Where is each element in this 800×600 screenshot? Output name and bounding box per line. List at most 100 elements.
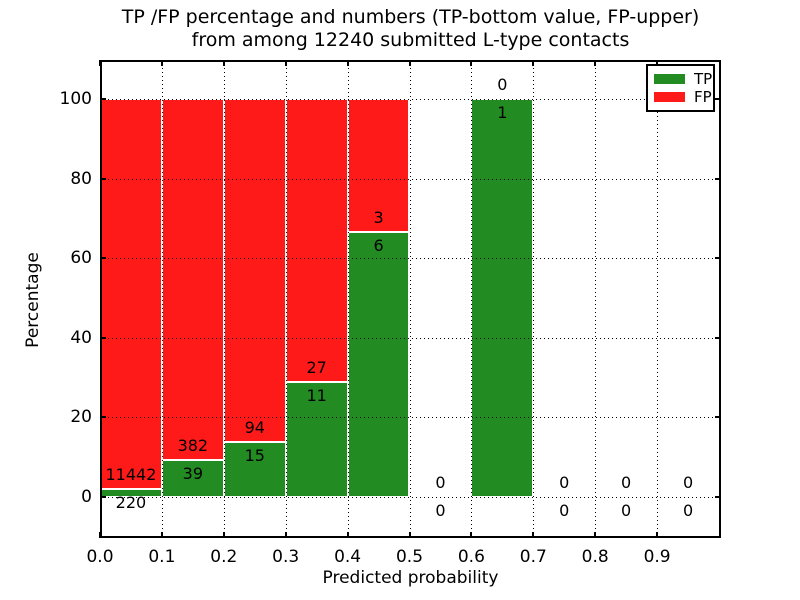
gridline-vertical (161, 60, 163, 538)
x-tick-label: 0.1 (148, 547, 176, 567)
bar-count-label-fp: 0 (559, 473, 570, 492)
bar-count-label-tp: 0 (435, 501, 446, 520)
x-tick-mark-top (222, 60, 225, 66)
x-tick-mark-top (99, 60, 101, 66)
bar-count-label-tp: 0 (559, 501, 570, 520)
bar-count-label-tp: 39 (182, 464, 204, 484)
gridline-vertical (285, 60, 287, 538)
x-tick-mark-top (532, 60, 535, 66)
chart-title: TP /FP percentage and numbers (TP-bottom… (100, 6, 721, 52)
y-tick-label: 100 (59, 89, 92, 109)
bar-count-label-tp: 1 (497, 103, 508, 122)
x-tick-mark-top (594, 60, 597, 66)
bar-count-label-tp: 6 (373, 235, 384, 255)
x-axis-label: Predicted probability (322, 568, 499, 588)
gridline-vertical (533, 60, 535, 538)
bar-count-label-tp: 15 (244, 446, 265, 466)
gridline-vertical (347, 60, 349, 538)
bar-segment-fp (100, 99, 162, 490)
legend-box: TP FP (646, 64, 715, 112)
y-tick-mark-right (715, 496, 721, 498)
x-tick-label: 0.7 (519, 547, 547, 567)
y-tick-mark-right (715, 336, 721, 339)
y-tick-mark-right (715, 177, 721, 180)
x-tick-label: 0.6 (457, 547, 485, 567)
y-tick-mark (100, 98, 106, 100)
gridline-vertical (223, 60, 225, 538)
y-tick-label: 60 (70, 248, 92, 269)
y-tick-label: 40 (70, 327, 92, 348)
bar-segment-fp (223, 99, 286, 443)
bar-count-label-fp: 27 (306, 357, 327, 377)
y-tick-mark (100, 496, 106, 498)
gridline-vertical (409, 60, 411, 538)
x-tick-label: 0.5 (395, 547, 424, 567)
x-tick-label: 0.8 (581, 547, 609, 567)
bar-segment-tp (161, 460, 224, 497)
bar-segment-fp (161, 99, 224, 461)
legend-entry-fp: FP (654, 89, 712, 105)
gridline-horizontal (100, 417, 721, 419)
bar-count-label-fp: 0 (621, 473, 632, 492)
gridline-horizontal (100, 337, 721, 339)
bar-segment-tp (223, 442, 286, 497)
bar-segment-tp (285, 381, 348, 497)
bar-segment-fp (347, 99, 410, 232)
bar-count-label-fp: 3 (373, 207, 384, 227)
tp-swatch-icon (654, 74, 685, 84)
y-tick-mark (100, 416, 106, 419)
y-tick-label: 80 (70, 168, 92, 189)
x-tick-mark (222, 532, 225, 538)
gridline-vertical (595, 60, 597, 538)
gridline-horizontal (100, 497, 721, 498)
x-tick-mark-top (470, 60, 473, 66)
gridline-horizontal (100, 178, 721, 180)
gridline-horizontal (100, 99, 721, 100)
bar-count-label-tp: 11 (306, 385, 327, 405)
x-tick-mark-top (160, 60, 163, 66)
y-tick-mark (100, 336, 106, 339)
x-tick-mark-top (284, 60, 287, 66)
x-tick-mark (160, 532, 163, 538)
fp-swatch-icon (654, 92, 685, 102)
plot-area: 11442 220 382 39 94 15 27 11 3 6 0 0 0 1 0 0 0 0 0 0 0.0 0.1… (60, 60, 721, 566)
bar-count-label-tp: 0 (682, 501, 694, 520)
gridline-vertical (657, 60, 659, 538)
bar-count-label-tp: 220 (115, 493, 147, 513)
bar-count-label-fp: 94 (244, 418, 265, 438)
y-tick-mark-right (715, 98, 721, 100)
bar-count-label-fp: 0 (435, 473, 446, 492)
bar-segment-tp (471, 99, 534, 497)
gridline-vertical (471, 60, 473, 538)
x-tick-label: 0.2 (210, 547, 238, 567)
chart-title-line1: TP /FP percentage and numbers (TP-bottom… (121, 6, 700, 28)
y-tick-mark (100, 177, 106, 180)
x-tick-mark (99, 532, 101, 538)
x-tick-label: 0.0 (86, 547, 114, 567)
bar-count-label-fp: 0 (682, 473, 694, 492)
x-tick-mark-top (656, 60, 659, 66)
y-tick-label: 20 (70, 407, 92, 428)
x-tick-mark (408, 532, 411, 538)
legend-label-fp: FP (694, 87, 712, 106)
gridline-horizontal (100, 258, 721, 260)
x-tick-mark (656, 532, 659, 538)
legend-label-tp: TP (694, 69, 713, 88)
bar-count-label-tp: 0 (621, 501, 632, 520)
x-tick-mark (594, 532, 597, 538)
x-tick-mark-top (408, 60, 411, 66)
x-tick-mark (284, 532, 287, 538)
x-tick-label: 0.9 (643, 547, 671, 567)
y-tick-mark-right (715, 416, 721, 419)
y-tick-mark (100, 257, 106, 260)
x-tick-mark (346, 532, 349, 538)
bar-count-label-fp: 11442 (105, 465, 157, 485)
chart-title-line2: from among 12240 submitted L-type contac… (191, 29, 630, 51)
bar-segment-tp (347, 231, 410, 497)
x-tick-mark (532, 532, 535, 538)
x-tick-label: 0.4 (334, 547, 362, 567)
legend-entry-tp: TP (654, 71, 712, 87)
x-tick-label: 0.3 (272, 547, 300, 567)
bar-count-label-fp: 382 (177, 436, 209, 456)
